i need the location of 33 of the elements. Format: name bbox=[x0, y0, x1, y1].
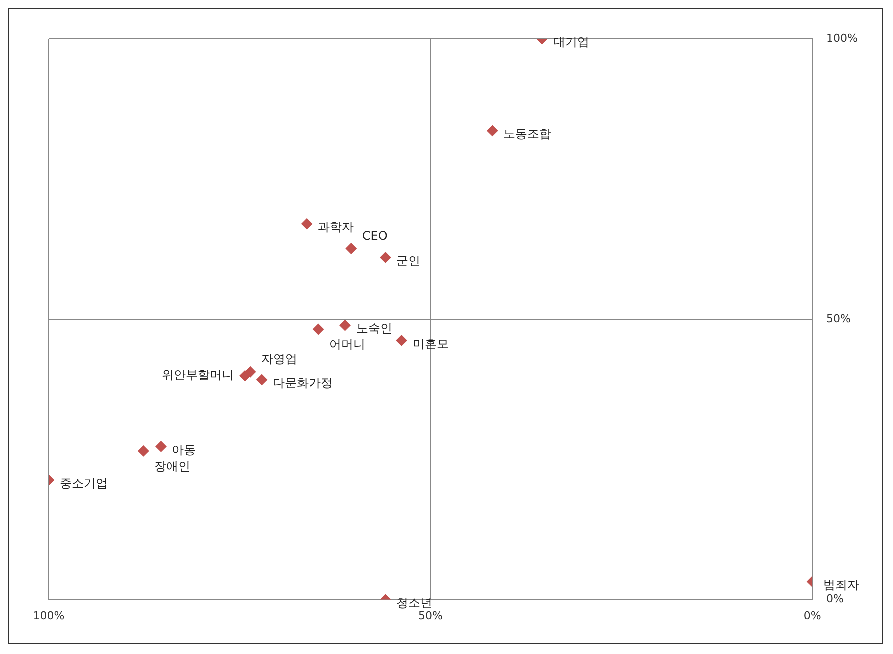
y-tick-label: 50% bbox=[826, 312, 852, 326]
point bbox=[302, 218, 313, 230]
point bbox=[256, 374, 268, 386]
annotation: CEO bbox=[362, 228, 388, 243]
point bbox=[346, 243, 357, 254]
annotation: 노숙인 bbox=[356, 322, 392, 336]
point bbox=[313, 324, 324, 335]
x-tick-label: 50% bbox=[418, 609, 444, 622]
annotation: 청소년 bbox=[396, 596, 433, 610]
point bbox=[156, 441, 167, 452]
annotation: 자영업 bbox=[262, 352, 298, 366]
x-tick-label: 100% bbox=[33, 609, 65, 622]
annotation: 중소기업 bbox=[60, 476, 108, 490]
point bbox=[396, 335, 408, 346]
annotation: 노동조합 bbox=[504, 127, 552, 142]
point bbox=[380, 252, 392, 264]
annotation: 다문화가정 bbox=[273, 376, 334, 390]
annotation: 대기업 bbox=[553, 35, 590, 50]
point bbox=[138, 446, 150, 457]
y-tick-label: 0% bbox=[826, 592, 844, 606]
point bbox=[487, 125, 498, 136]
annotation: 위안부할머니 bbox=[162, 368, 234, 382]
annotation: 어머니 bbox=[330, 338, 366, 352]
annotation: 미혼모 bbox=[412, 336, 449, 351]
annotation: 장애인 bbox=[154, 459, 191, 474]
point bbox=[245, 366, 256, 378]
annotation: 아동 bbox=[172, 442, 196, 457]
point bbox=[340, 320, 351, 332]
y-tick-label: 100% bbox=[826, 32, 858, 45]
annotation: 군인 bbox=[396, 254, 421, 268]
annotation: 범죄자 bbox=[824, 578, 860, 592]
annotation: 과학자 bbox=[318, 220, 354, 234]
x-tick-label: 0% bbox=[804, 609, 822, 622]
